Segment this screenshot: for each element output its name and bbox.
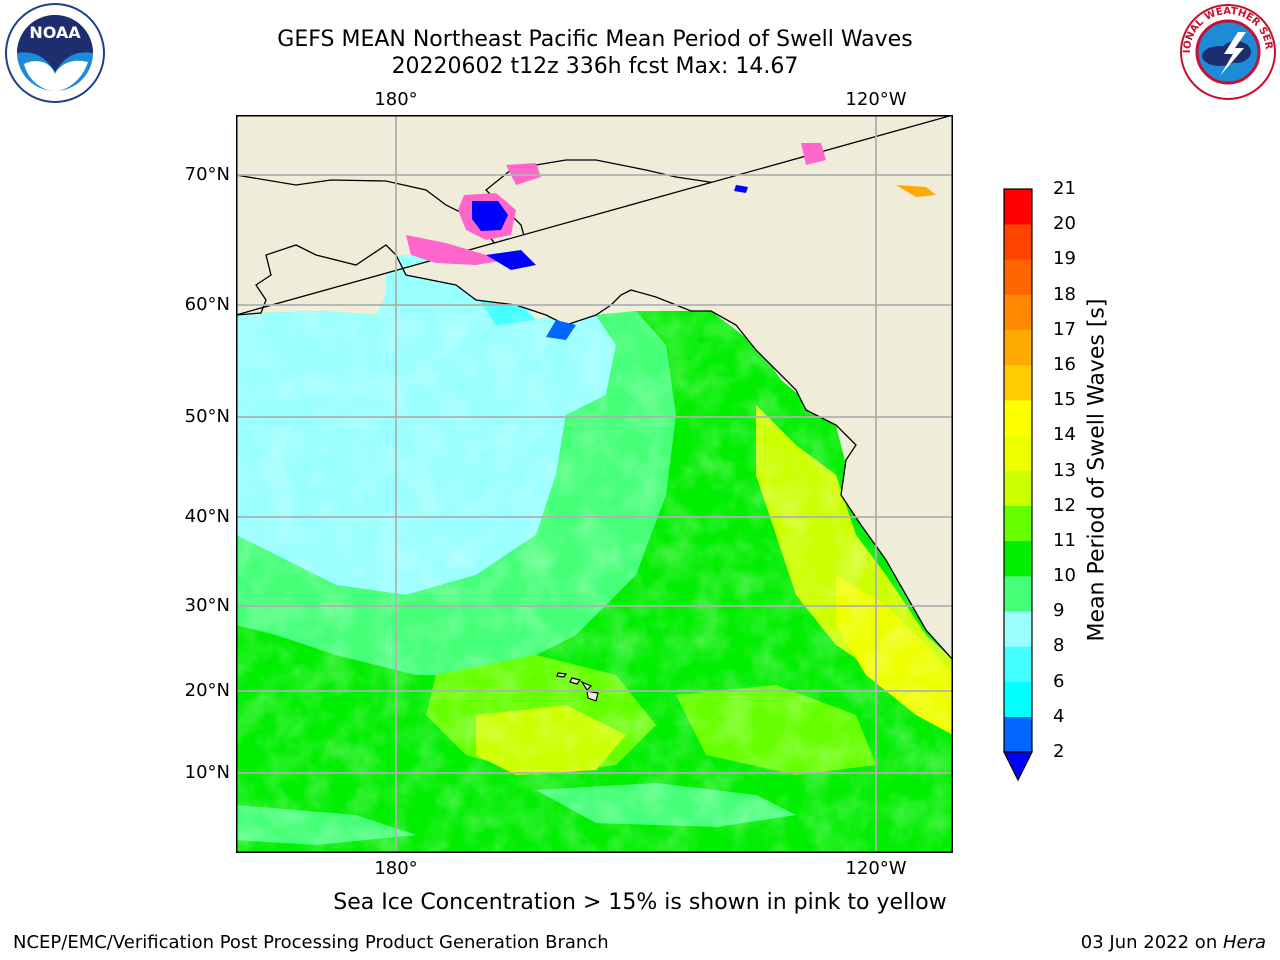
map-title: GEFS MEAN Northeast Pacific Mean Period … <box>277 27 913 52</box>
colorbar-segment <box>1004 646 1032 682</box>
map-subtitle: 20220602 t12z 336h fcst Max: 14.67 <box>391 54 799 79</box>
colorbar-tick-label: 4 <box>1053 705 1065 727</box>
colorbar-tick-label: 21 <box>1053 178 1076 199</box>
colorbar-tick-label: 20 <box>1053 213 1076 235</box>
colorbar-segment <box>1004 611 1032 647</box>
machine-name: Hera <box>1222 932 1266 953</box>
colorbar-label: Mean Period of Swell Waves [s] <box>1084 298 1110 642</box>
colorbar-extend-min <box>1003 751 1033 782</box>
colorbar-tick-label: 2 <box>1053 741 1065 762</box>
lon-label-top-120w: 120°W <box>845 89 907 110</box>
colorbar-tick-label: 14 <box>1053 424 1076 446</box>
noaa-logo-text: NOAA <box>29 23 81 42</box>
lat-label-40n: 40°N <box>184 506 230 527</box>
lon-label-bottom-120w: 120°W <box>845 858 907 879</box>
credit-text: NCEP/EMC/Verification Post Processing Pr… <box>13 932 609 953</box>
colorbar-segment <box>1004 435 1032 471</box>
lat-label-70n: 70°N <box>184 164 230 185</box>
gridlines <box>236 115 953 853</box>
colorbar-tick-label: 17 <box>1053 318 1076 340</box>
colorbar-tick-label: 8 <box>1053 635 1065 657</box>
colorbar-segment <box>1004 189 1032 225</box>
lat-label-10n: 10°N <box>184 762 230 783</box>
lat-label-30n: 30°N <box>184 595 230 616</box>
colorbar-segment <box>1004 681 1032 718</box>
colorbar-segment <box>1004 224 1032 260</box>
hawaii-islands <box>556 672 599 702</box>
colorbar-segment <box>1004 470 1032 506</box>
colorbar-segment <box>1004 259 1032 295</box>
date-stamp: 03 Jun 2022 on Hera <box>1081 932 1266 953</box>
nws-logo: NATIONAL WEATHER SERVICE <box>1178 2 1276 100</box>
colorbar-tick-label: 15 <box>1053 389 1076 411</box>
lon-label-top-180: 180° <box>374 89 418 110</box>
colorbar-segment <box>1004 576 1032 612</box>
lon-label-bottom-180: 180° <box>374 858 418 879</box>
map-panel <box>236 115 953 853</box>
colorbar-segment <box>1004 540 1032 577</box>
colorbar-tick-label: 12 <box>1053 494 1076 516</box>
colorbar-segment <box>1004 716 1032 753</box>
date-text: 03 Jun 2022 on <box>1080 932 1223 953</box>
colorbar-tick-label: 10 <box>1053 565 1076 587</box>
lat-label-50n: 50°N <box>184 406 230 427</box>
lat-label-20n: 20°N <box>184 680 230 701</box>
colorbar-tick-label: 6 <box>1053 670 1065 692</box>
colorbar-tick-label: 16 <box>1053 353 1076 375</box>
colorbar-tick-label: 9 <box>1053 600 1065 622</box>
sea-ice-caption: Sea Ice Concentration > 15% is shown in … <box>333 890 947 915</box>
colorbar-tick-label: 19 <box>1053 248 1076 270</box>
colorbar-segment <box>1004 329 1032 366</box>
colorbar-segment <box>1004 400 1032 436</box>
lat-label-60n: 60°N <box>184 294 230 315</box>
colorbar <box>1003 188 1033 782</box>
colorbar-tick-label: 11 <box>1053 529 1076 551</box>
colorbar-border <box>1003 188 1033 753</box>
colorbar-segment <box>1004 505 1032 542</box>
colorbar-tick-label: 13 <box>1053 459 1076 481</box>
colorbar-segment <box>1004 294 1032 331</box>
noaa-logo: NOAA <box>5 3 105 103</box>
sea-ice <box>406 143 936 340</box>
colorbar-segment <box>1004 364 1032 401</box>
map-border <box>236 115 953 853</box>
colorbar-tick-label: 18 <box>1053 283 1076 305</box>
